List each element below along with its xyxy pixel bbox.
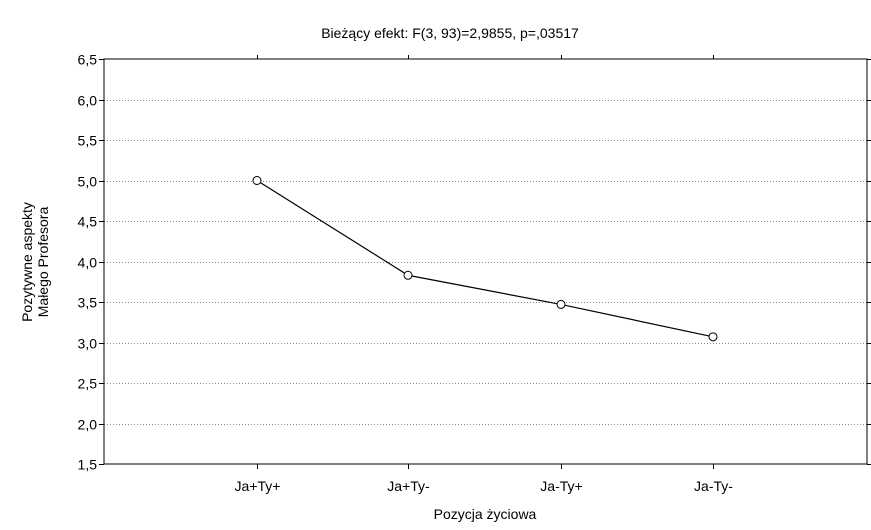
- plot-frame: [103, 58, 868, 465]
- y-tick-label: 5,5: [78, 133, 98, 149]
- chart-title: Bieżący efekt: F(3, 93)=2,9855, p=,03517: [321, 25, 579, 41]
- y-axis: 1,5 2,0 2,5 3,0 3,5 4,0 4,5 5,0 5,5 6,0 6,5: [78, 52, 871, 473]
- x-axis-title: Pozycja życiowa: [434, 506, 537, 522]
- y-axis-title-line-2: Małego Profesora: [35, 207, 51, 318]
- series-line: [256, 179, 714, 338]
- y-tick-label: 1,5: [78, 457, 98, 473]
- x-axis: Ja+Ty+ Ja+Ty- Ja-Ty+ Ja-Ty-: [235, 55, 733, 494]
- grid: [104, 100, 867, 425]
- x-tick-label: Ja+Ty-: [387, 478, 430, 494]
- y-tick-label: 2,0: [78, 417, 98, 433]
- y-axis-title-line-1: Pozytywne aspekty: [19, 202, 35, 322]
- y-axis-title: Pozytywne aspekty Małego Profesora: [19, 202, 51, 322]
- y-tick-label: 3,5: [78, 295, 98, 311]
- y-tick-label: 4,5: [78, 214, 98, 230]
- x-tick-label: Ja-Ty-: [694, 478, 733, 494]
- y-tick-label: 6,5: [78, 52, 98, 68]
- data-point: [708, 332, 718, 342]
- data-point: [252, 176, 262, 185]
- y-tick-label: 5,0: [78, 174, 98, 190]
- y-tick-label: 6,0: [78, 93, 98, 109]
- y-tick-label: 3,0: [78, 336, 98, 352]
- y-tick-label: 4,0: [78, 255, 98, 271]
- y-tick-label: 2,5: [78, 376, 98, 392]
- data-point: [556, 299, 566, 309]
- data-point: [403, 270, 413, 280]
- x-tick-label: Ja-Ty+: [540, 478, 582, 494]
- series: [252, 176, 718, 342]
- x-tick-label: Ja+Ty+: [235, 478, 281, 494]
